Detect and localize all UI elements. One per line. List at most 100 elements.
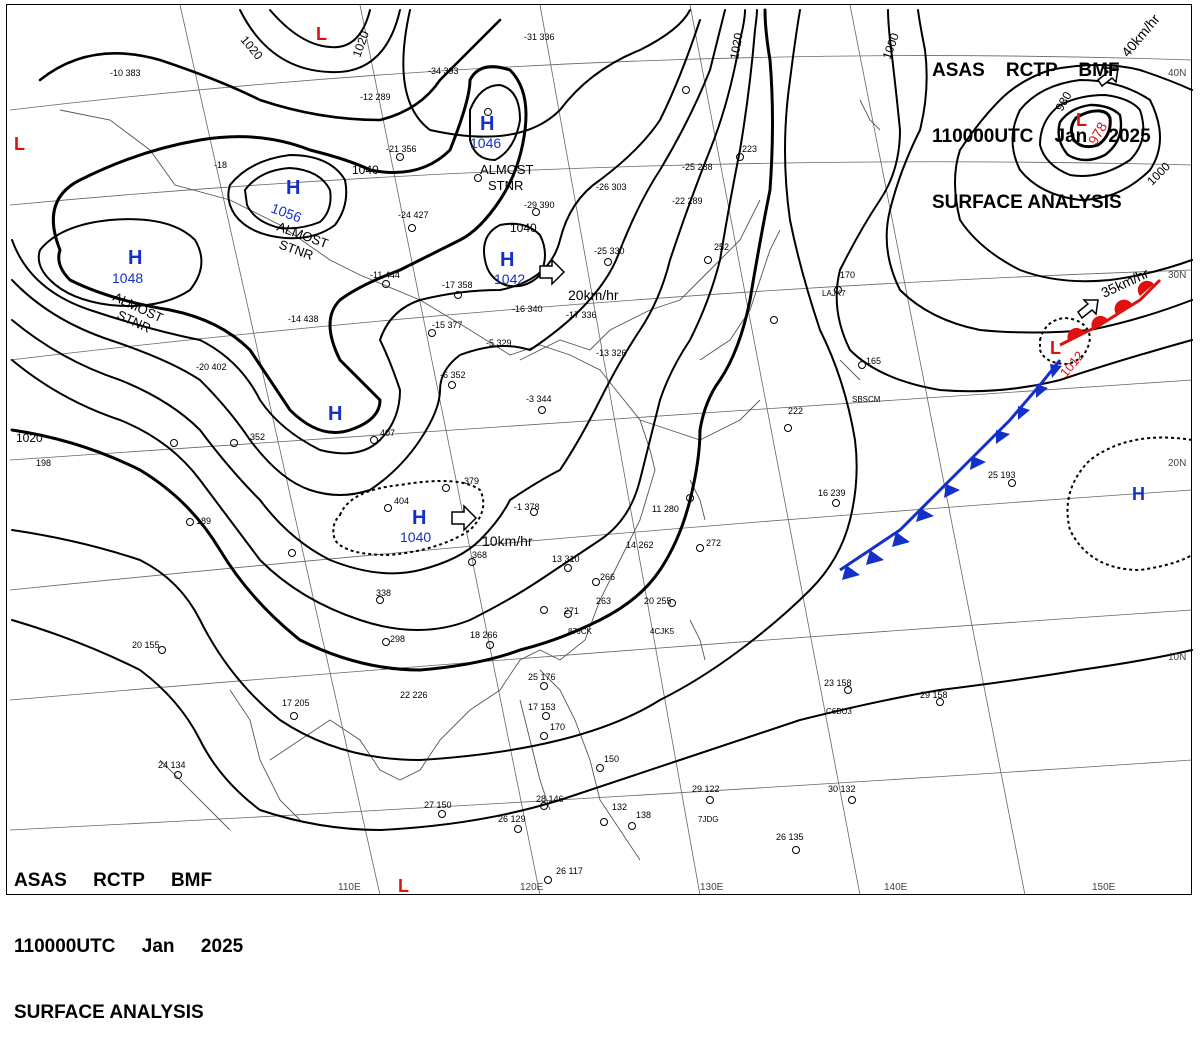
svg-text:20km/hr: 20km/hr — [568, 287, 619, 303]
svg-text:L: L — [316, 24, 327, 44]
station-plot: 25 193 — [988, 470, 1016, 480]
svg-text:H: H — [1132, 484, 1145, 504]
station-markers — [158, 86, 1016, 884]
station-plot: 338 — [376, 588, 391, 598]
station-plot: -14 438 — [288, 314, 319, 324]
low-center: L — [316, 24, 327, 44]
header-line-1: ASAS RCTP BMF — [932, 60, 1120, 81]
station-plot: 20 155 — [132, 640, 160, 650]
station-plot: -16 340 — [512, 304, 543, 314]
svg-text:ALMOST: ALMOST — [480, 162, 534, 177]
station-plot: -1 378 — [514, 502, 540, 512]
high-center: H — [328, 403, 342, 425]
cold-front — [839, 359, 1062, 580]
svg-text:1048: 1048 — [112, 270, 143, 286]
station-plot: -25 330 — [594, 246, 625, 256]
station-plot: 165 — [866, 356, 881, 366]
station-plot: -12 289 — [360, 92, 391, 102]
station-plot: -20 402 — [196, 362, 227, 372]
footer-line-2: 110000UTC Jan 2025 — [14, 936, 244, 957]
station-plot: -17 336 — [566, 310, 597, 320]
station-labels: -10 383 -31 336 -34 393 -12 289 -21 356 … — [36, 32, 1016, 876]
station-plot: 379 — [464, 476, 479, 486]
ship-id: 7JDG — [698, 815, 718, 824]
high-center: H — [1132, 484, 1145, 504]
station-plot: 404 — [394, 496, 409, 506]
station-plot: 263 — [596, 596, 611, 606]
station-plot: -15 377 — [432, 320, 463, 330]
station-plot: 138 — [636, 810, 651, 820]
station-plot: 271 — [564, 606, 579, 616]
station-plot: -5 329 — [486, 338, 512, 348]
station-plot: 272 — [706, 538, 721, 548]
station-plot: 352 — [250, 432, 265, 442]
station-plot: -29 390 — [524, 200, 555, 210]
svg-text:L: L — [1050, 338, 1061, 358]
station-plot: 26 129 — [498, 814, 526, 824]
surface-analysis-map: 110E 120E 130E 140E 150E 40N 30N 20N 10N… — [9, 4, 1193, 896]
station-plot: 26 135 — [776, 832, 804, 842]
svg-text:L: L — [1076, 110, 1087, 130]
station-plot: 23 158 — [824, 678, 852, 688]
station-plot: 22 226 — [400, 690, 428, 700]
station-plot: 222 — [788, 406, 803, 416]
svg-text:H: H — [500, 249, 514, 271]
svg-text:H: H — [328, 403, 342, 425]
station-plot: 198 — [36, 458, 51, 468]
station-plot: -24 427 — [398, 210, 429, 220]
dashed-isobars — [332, 316, 1193, 572]
chart-header: ASAS RCTP BMF 110000UTC Jan 2025 SURFACE… — [932, 16, 1151, 236]
station-plot: 407 — [380, 428, 395, 438]
svg-text:H: H — [480, 113, 494, 135]
svg-text:L: L — [398, 876, 409, 896]
station-plot: 11 280 — [652, 504, 679, 514]
warm-front — [1059, 278, 1162, 347]
header-line-2: 110000UTC Jan 2025 — [932, 126, 1151, 147]
station-plot: 29 158 — [920, 690, 948, 700]
station-plot: 17 153 — [528, 702, 556, 712]
station-plot: -25 288 — [682, 162, 713, 172]
station-plot: -26 303 — [596, 182, 627, 192]
station-plot: 132 — [612, 802, 627, 812]
station-plot: 17 205 — [282, 698, 310, 708]
ship-id: 4CJK5 — [650, 627, 675, 636]
svg-text:H: H — [286, 177, 300, 199]
lat-label-20n: 20N — [1168, 458, 1186, 469]
station-plot: 223 — [742, 144, 757, 154]
station-plot: -21 356 — [386, 144, 417, 154]
chart-footer: ASAS RCTP BMF 110000UTC Jan 2025 SURFACE… — [14, 826, 243, 1046]
station-plot: 298 — [390, 634, 405, 644]
station-plot: 18 266 — [470, 630, 498, 640]
station-plot: -22 289 — [672, 196, 703, 206]
station-plot: 170 — [840, 270, 855, 280]
coastlines — [59, 99, 881, 861]
lat-label-10n: 10N — [1168, 652, 1186, 663]
high-center: H 1042 20km/hr — [494, 249, 619, 303]
svg-text:H: H — [128, 247, 142, 269]
station-plot: 27 150 — [424, 800, 452, 810]
station-plot: 29 122 — [692, 784, 720, 794]
isobar-label: 1020 — [16, 431, 43, 445]
ship-id: LAJK7 — [822, 289, 846, 298]
lon-label-130e: 130E — [700, 882, 724, 893]
isobar-label: 1040 — [510, 221, 537, 235]
isobars — [10, 8, 1193, 831]
lon-label-140e: 140E — [884, 882, 908, 893]
high-center: H 1046 ALMOST STNR — [470, 113, 534, 193]
station-plot: 20 255 — [644, 596, 672, 606]
svg-text:1040: 1040 — [400, 529, 431, 545]
station-plot: 14 262 — [626, 540, 654, 550]
station-plot: -3 344 — [526, 394, 552, 404]
station-plot: 170 — [550, 722, 565, 732]
lon-label-150e: 150E — [1092, 882, 1116, 893]
svg-text:STNR: STNR — [488, 178, 523, 193]
station-plot: 189 — [196, 516, 211, 526]
svg-text:1046: 1046 — [470, 135, 501, 151]
station-plot: 16 239 — [818, 488, 846, 498]
ship-id: C6BU3 — [826, 707, 852, 716]
station-plot: -31 336 — [524, 32, 555, 42]
ship-ids: LAJK7 SBSCM 4CJK5 C6BU3 7JDG 87JCK — [568, 289, 881, 824]
isobar-label: 1040 — [352, 163, 379, 177]
station-plot: 26 117 — [556, 866, 583, 876]
station-plot: 368 — [472, 550, 487, 560]
